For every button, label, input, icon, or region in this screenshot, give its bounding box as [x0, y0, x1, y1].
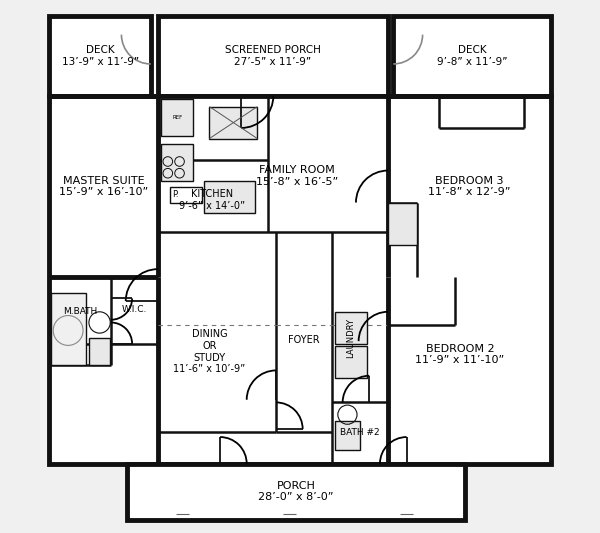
Text: BATH #2: BATH #2	[340, 429, 380, 437]
Text: BEDROOM 3
11’-8” x 12’-9”: BEDROOM 3 11’-8” x 12’-9”	[428, 176, 511, 197]
Bar	[161, 99, 193, 136]
Text: W.I.C.: W.I.C.	[122, 305, 147, 313]
Text: DECK
13’-9” x 11’-9”: DECK 13’-9” x 11’-9”	[62, 45, 139, 67]
Bar	[161, 144, 193, 181]
Text: BEDROOM 2
11’-9” x 11’-10”: BEDROOM 2 11’-9” x 11’-10”	[415, 344, 505, 365]
Text: P.: P.	[172, 190, 179, 199]
Bar	[49, 16, 551, 464]
Text: PORCH
28’-0” x 8’-0”: PORCH 28’-0” x 8’-0”	[258, 481, 334, 503]
Text: LAUNDRY: LAUNDRY	[346, 318, 355, 359]
Bar	[127, 464, 465, 520]
Bar	[49, 96, 551, 464]
Text: KITCHEN
9’-6” x 14’-0”: KITCHEN 9’-6” x 14’-0”	[179, 189, 245, 211]
Bar	[158, 16, 388, 96]
Bar	[388, 203, 417, 245]
Text: SCREENED PORCH
27’-5” x 11’-9”: SCREENED PORCH 27’-5” x 11’-9”	[225, 45, 321, 67]
Bar	[335, 421, 360, 450]
Bar	[170, 187, 202, 203]
Bar	[204, 181, 254, 213]
Bar	[89, 338, 110, 365]
Bar	[335, 312, 367, 344]
Text: REF: REF	[172, 115, 182, 120]
Text: DINING
OR
STUDY
11’-6” x 10’-9”: DINING OR STUDY 11’-6” x 10’-9”	[173, 329, 245, 374]
Bar	[51, 293, 86, 365]
Bar	[393, 16, 551, 96]
Bar	[335, 346, 367, 378]
Text: FAMILY ROOM
15’-8” x 16’-5”: FAMILY ROOM 15’-8” x 16’-5”	[256, 165, 338, 187]
Text: MASTER SUITE
15’-9” x 16’-10”: MASTER SUITE 15’-9” x 16’-10”	[59, 176, 148, 197]
Bar	[209, 107, 257, 139]
Text: DECK
9’-8” x 11’-9”: DECK 9’-8” x 11’-9”	[437, 45, 507, 67]
Text: FOYER: FOYER	[288, 335, 320, 345]
Text: M.BATH: M.BATH	[63, 308, 97, 316]
Bar	[49, 16, 151, 96]
Bar	[127, 464, 465, 520]
